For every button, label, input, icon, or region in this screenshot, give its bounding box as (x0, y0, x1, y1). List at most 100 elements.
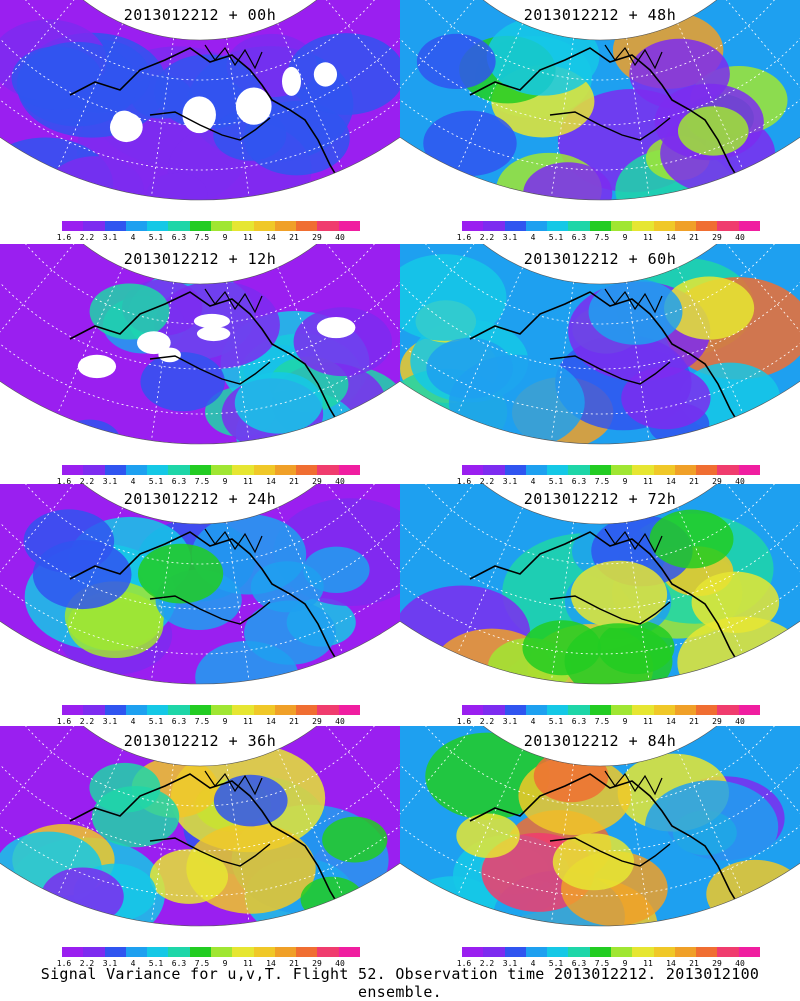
colorbar-label: 7.5 (594, 233, 610, 242)
colorbar-swatch (232, 947, 254, 957)
graticule-meridian (151, 38, 175, 197)
graticule-arc (0, 279, 400, 415)
variance-map (400, 244, 800, 445)
variance-blob (213, 774, 288, 827)
colorbar-swatch (696, 221, 718, 231)
variance-blob (287, 33, 400, 115)
colorbar-swatch (253, 221, 275, 231)
colorbar-label: 2.2 (479, 477, 495, 486)
colorbar-label: 3.1 (502, 233, 518, 242)
graticule-meridian (400, 0, 479, 119)
colorbar-label: 11 (643, 959, 653, 968)
colorbar-swatch (274, 465, 297, 475)
colorbar-label: 14 (666, 959, 676, 968)
colorbar-label: 6.3 (571, 959, 587, 968)
coastline (69, 291, 346, 435)
graticule-meridian (0, 244, 79, 363)
panel-title: 2013012212 + 12h (123, 250, 277, 268)
graticule-meridian (457, 267, 524, 414)
colorbar-label: 21 (289, 477, 299, 486)
map-field (400, 484, 800, 684)
colorbar-label: 4 (530, 717, 536, 726)
map-outline (400, 0, 800, 201)
colorbar-label: 14 (266, 233, 276, 242)
graticule-meridian (626, 522, 650, 681)
map-outline (0, 244, 400, 445)
map-field (0, 0, 400, 200)
colorbar-swatch (717, 705, 739, 715)
colorbar-swatch (462, 947, 484, 957)
variance-blob (11, 46, 103, 110)
variance-blob (649, 509, 734, 569)
colorbar-swatch (232, 465, 254, 475)
missing-data-area (193, 313, 231, 329)
variance-blob (32, 540, 132, 610)
colorbar-swatch (738, 705, 760, 715)
colorbar-swatch (632, 465, 654, 475)
colorbar-swatch (674, 465, 697, 475)
colorbar-label: 6.3 (571, 717, 587, 726)
graticule-meridian (57, 23, 124, 170)
colorbar-swatch (462, 705, 484, 715)
colorbar-swatch (274, 221, 297, 231)
colorbar-swatch (147, 465, 169, 475)
colorbar-label: 40 (735, 717, 745, 726)
colorbar-label: 6.3 (571, 477, 587, 486)
colorbar-swatch (674, 221, 697, 231)
colorbar-swatch (62, 705, 84, 715)
colorbar-label: 2.2 (479, 959, 495, 968)
coastline-islands (604, 288, 663, 314)
colorbar-label: 1.6 (56, 717, 72, 726)
colorbar-swatch (104, 947, 126, 957)
variance-blob (234, 372, 323, 434)
colorbar-swatch (210, 947, 233, 957)
colorbar-swatch (83, 705, 105, 715)
variance-blob (486, 16, 600, 96)
colorbar-label: 14 (266, 959, 276, 968)
variance-blob (243, 100, 350, 176)
map-outline (400, 244, 800, 445)
colorbar-swatch (83, 465, 105, 475)
panel-title: 2013012212 + 36h (123, 732, 277, 750)
colorbar-swatch (296, 705, 318, 715)
colorbar-label: 11 (643, 717, 653, 726)
coastline (149, 595, 271, 625)
variance-blob (41, 867, 124, 926)
colorbar (462, 221, 760, 231)
colorbar-label: 3.1 (102, 233, 118, 242)
colorbar-swatch (253, 465, 275, 475)
colorbar-swatch (696, 947, 718, 957)
graticule-meridian (551, 282, 575, 441)
colorbar-swatch (104, 221, 126, 231)
colorbar-swatch (338, 221, 360, 231)
colorbar-label: 14 (266, 717, 276, 726)
graticule-meridian (151, 522, 175, 681)
graticule-arc (0, 35, 400, 171)
map-outline (0, 726, 400, 927)
colorbar-swatch (632, 705, 654, 715)
colorbar-label: 9 (622, 477, 628, 486)
colorbar (462, 705, 760, 715)
graticule-meridian (0, 484, 79, 603)
colorbar-label: 4 (130, 959, 136, 968)
graticule-meridian (722, 484, 800, 602)
colorbar-label: 11 (243, 233, 253, 242)
graticule-meridian (226, 764, 250, 923)
colorbar-swatch (296, 947, 318, 957)
map-panel-24h: 2013012212 + 24h 1.6 2.2 3.1 4 5.1 6.3 7.5 9 11 1… (0, 484, 400, 728)
graticule-arc (400, 35, 800, 171)
colorbar-swatch (338, 465, 360, 475)
colorbar-label: 3.1 (502, 717, 518, 726)
variance-blob (149, 849, 229, 904)
graticule-meridian (551, 764, 575, 923)
panel-title: 2013012212 + 00h (123, 6, 277, 24)
variance-blob (89, 283, 170, 340)
variance-blob (570, 560, 668, 629)
colorbar-swatch (589, 705, 611, 715)
colorbar-swatch (189, 947, 211, 957)
colorbar-label: 6.3 (171, 959, 187, 968)
variance-blob (146, 172, 208, 200)
colorbar-labels: 1.6 2.2 3.1 4 5.1 6.3 7.5 9 11 14 21 29 40 (448, 959, 778, 969)
map-panel-00h: 2013012212 + 00h 1.6 2.2 3.1 4 5.1 6.3 7.5 9 11 1… (0, 0, 400, 244)
graticule-meridian (626, 282, 650, 441)
